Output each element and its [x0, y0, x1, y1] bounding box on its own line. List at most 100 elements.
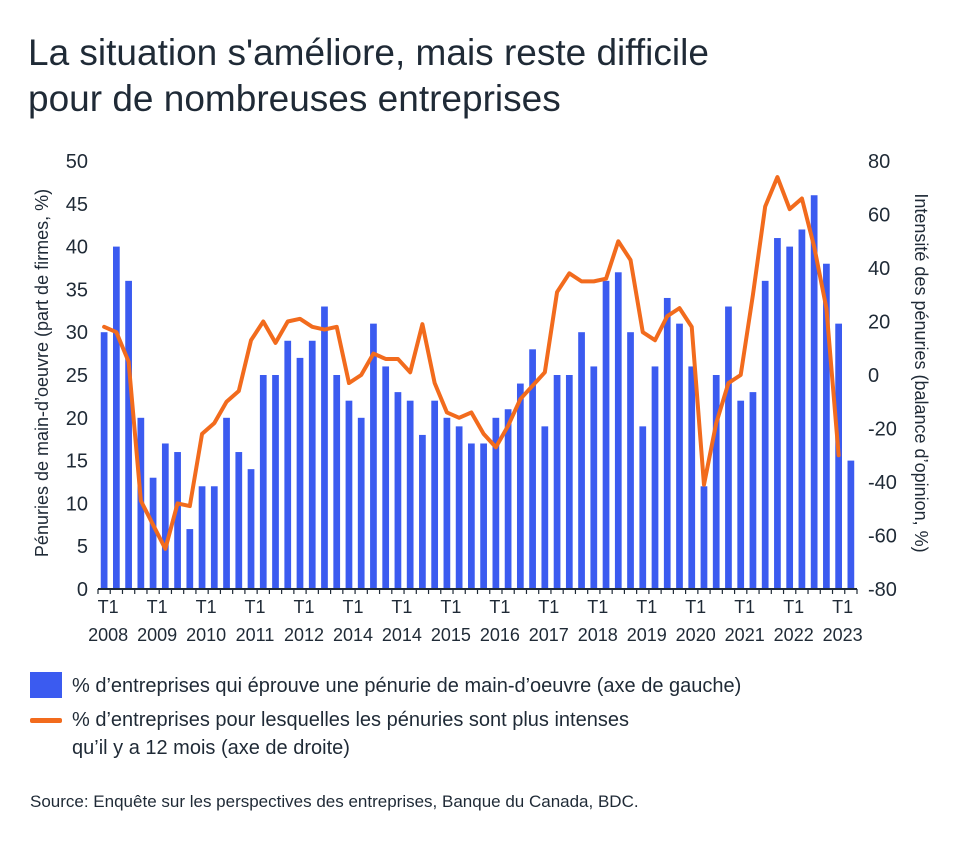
- bar: [847, 460, 855, 589]
- bar: [663, 297, 671, 589]
- bar: [210, 486, 218, 589]
- x-tick-year: 2016: [480, 625, 520, 645]
- chart-title-line2: pour de nombreuses entreprises: [28, 78, 561, 119]
- x-tick-year: 2023: [823, 625, 863, 645]
- y-tick-right: 20: [868, 312, 890, 334]
- bar: [284, 340, 292, 589]
- chart-canvas: 0 5 10 15 20 25 30 35 40 45 50 -80 -60 -40 -20 0 20 40 60…: [32, 151, 931, 645]
- x-tick-year: 2021: [725, 625, 765, 645]
- x-tick-year: 2017: [529, 625, 569, 645]
- bar: [761, 280, 769, 589]
- y-tick-right: 40: [868, 258, 890, 280]
- bar: [541, 426, 549, 589]
- bar: [247, 469, 255, 589]
- x-tick-quarter: T1: [147, 597, 168, 617]
- bar: [174, 452, 181, 589]
- x-tick-year: 2015: [431, 625, 471, 645]
- bar: [700, 486, 708, 589]
- x-tick-year: 2022: [774, 625, 814, 645]
- bar: [223, 417, 230, 589]
- bar: [639, 426, 647, 589]
- x-tick-year: 2012: [284, 625, 324, 645]
- x-tick-quarter: T1: [636, 597, 657, 617]
- bar: [798, 229, 806, 590]
- x-tick-quarter: T1: [832, 597, 853, 617]
- legend-label-line-2: qu’il y a 12 mois (axe de droite): [72, 737, 350, 759]
- line-path: [102, 175, 841, 551]
- y-tick-right: 80: [868, 151, 890, 173]
- y-tick-left: 25: [66, 365, 88, 387]
- bar: [651, 366, 659, 589]
- bar: [296, 357, 304, 589]
- x-tick-year: 2019: [627, 625, 667, 645]
- bar: [419, 434, 426, 589]
- bar: [774, 238, 781, 590]
- bar: [676, 323, 683, 589]
- y-tick-left: 15: [66, 451, 88, 473]
- bar: [810, 195, 818, 590]
- bar: [113, 246, 120, 589]
- bar: [149, 477, 157, 589]
- x-tick-quarter: T1: [391, 597, 412, 617]
- legend-swatch-bar: [30, 672, 62, 698]
- x-tick-quarter: T1: [98, 597, 119, 617]
- bar: [382, 366, 390, 589]
- x-tick-quarter: T1: [489, 597, 510, 617]
- x-tick-year: 2010: [186, 625, 226, 645]
- y-tick-right: -40: [868, 472, 897, 494]
- x-tick-year: 2011: [236, 625, 275, 645]
- bar: [259, 375, 267, 589]
- bar: [406, 400, 414, 589]
- bar: [235, 452, 243, 589]
- bar: [345, 400, 353, 589]
- y-tick-left: 40: [66, 237, 88, 259]
- bar: [553, 375, 561, 589]
- bar: [565, 375, 573, 589]
- y-axis-right: -80 -60 -40 -20 0 20 40 60 80: [868, 151, 897, 601]
- bar: [480, 443, 487, 589]
- bar: [688, 366, 696, 589]
- bar: [198, 486, 206, 589]
- y-tick-left: 0: [77, 579, 88, 601]
- source-note: Source: Enquête sur les perspectives des…: [30, 792, 639, 811]
- bar: [308, 340, 316, 589]
- bar: [504, 409, 512, 589]
- y-tick-right: 60: [868, 205, 890, 227]
- bar: [614, 272, 622, 589]
- x-tick-quarter: T1: [538, 597, 559, 617]
- y-axis-left: 0 5 10 15 20 25 30 35 40 45 50: [66, 151, 88, 601]
- bar: [272, 375, 279, 589]
- bar: [492, 417, 500, 589]
- legend-swatch-line: [30, 718, 62, 723]
- x-tick-year: 2018: [578, 625, 618, 645]
- bar: [516, 383, 524, 589]
- x-tick-quarter: T1: [685, 597, 706, 617]
- y-tick-right: -20: [868, 419, 897, 441]
- bar: [161, 443, 169, 589]
- bar: [357, 417, 365, 589]
- x-tick-year: 2008: [88, 625, 128, 645]
- bar: [370, 323, 377, 589]
- bar: [749, 392, 757, 589]
- x-tick-year: 2014: [333, 625, 373, 645]
- bar: [590, 366, 598, 589]
- bar: [737, 400, 745, 589]
- x-tick-quarter: T1: [783, 597, 804, 617]
- bar: [394, 392, 402, 589]
- bar: [823, 263, 830, 589]
- bar: [529, 349, 536, 589]
- y-tick-right: 0: [868, 365, 879, 387]
- y-tick-right: -60: [868, 526, 897, 548]
- bar: [712, 375, 720, 589]
- x-tick-quarter: T1: [244, 597, 265, 617]
- x-tick-year: 2009: [137, 625, 177, 645]
- x-tick-quarter: T1: [342, 597, 363, 617]
- bar: [100, 332, 108, 589]
- legend-label-line-1: % d’entreprises pour lesquelles les pénu…: [72, 709, 629, 731]
- legend-item-bars: % d’entreprises qui éprouve une pénurie …: [30, 672, 930, 700]
- y-tick-left: 35: [66, 279, 88, 301]
- chart-title: La situation s'améliore, mais reste diff…: [28, 30, 928, 122]
- x-tick-quarter: T1: [734, 597, 755, 617]
- x-tick-quarter: T1: [293, 597, 314, 617]
- line-series: [102, 175, 841, 551]
